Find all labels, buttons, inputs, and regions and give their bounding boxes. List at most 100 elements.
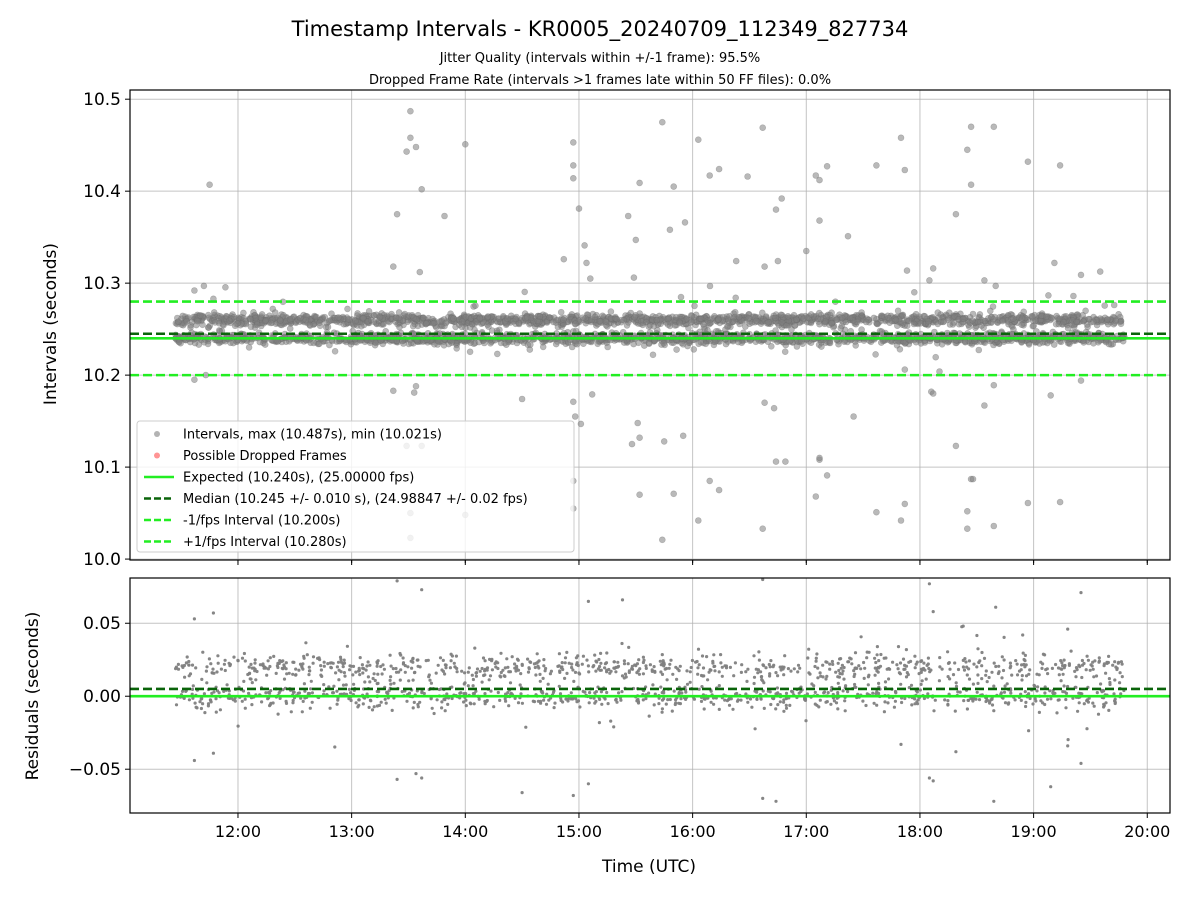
residual-point bbox=[762, 681, 766, 685]
residual-point bbox=[455, 670, 459, 674]
residual-point bbox=[557, 684, 561, 688]
residual-point bbox=[542, 698, 546, 702]
residual-point bbox=[914, 662, 918, 666]
band-point bbox=[407, 339, 415, 347]
band-point bbox=[554, 323, 562, 331]
residual-point bbox=[472, 702, 476, 706]
y-tick-label: 10.3 bbox=[83, 274, 121, 294]
residual-point bbox=[332, 684, 336, 688]
intervals-outlier-point bbox=[581, 242, 588, 249]
band-point bbox=[467, 339, 474, 347]
intervals-outlier-point bbox=[816, 454, 823, 462]
band-point bbox=[1050, 341, 1058, 348]
residual-point bbox=[926, 656, 931, 660]
residual-point bbox=[1061, 672, 1065, 676]
residual-point bbox=[781, 667, 785, 671]
intervals-outlier-point bbox=[952, 442, 960, 450]
residual-point bbox=[927, 666, 931, 671]
residual-point bbox=[774, 707, 778, 711]
residual-point bbox=[356, 705, 360, 709]
band-point bbox=[932, 353, 940, 361]
band-point bbox=[664, 315, 672, 323]
residual-point bbox=[385, 691, 389, 695]
residual-point bbox=[685, 682, 690, 686]
residual-point bbox=[956, 667, 961, 672]
residual-point bbox=[717, 670, 721, 674]
residual-point bbox=[322, 683, 326, 687]
residual-point bbox=[678, 664, 682, 668]
intervals-outlier-point bbox=[952, 210, 960, 218]
residual-point bbox=[1111, 663, 1115, 667]
band-point bbox=[462, 313, 470, 321]
residual-point bbox=[750, 705, 754, 709]
residual-point bbox=[1005, 682, 1009, 686]
band-point bbox=[653, 316, 661, 324]
residual-point bbox=[281, 667, 285, 671]
band-point bbox=[331, 347, 339, 355]
residual-point bbox=[744, 670, 748, 674]
residual-point bbox=[728, 665, 733, 670]
residual-point bbox=[399, 668, 403, 672]
residual-point bbox=[320, 674, 324, 679]
bottom-y-axis-label: Residuals (seconds) bbox=[23, 612, 43, 781]
residual-point bbox=[284, 667, 288, 671]
residual-point bbox=[1019, 668, 1023, 672]
residual-point bbox=[187, 698, 191, 702]
residual-point bbox=[873, 656, 877, 660]
residual-point bbox=[440, 706, 444, 710]
residual-point bbox=[829, 702, 833, 706]
residual-point bbox=[821, 675, 825, 679]
residuals-outlier-point bbox=[192, 617, 196, 621]
band-point bbox=[422, 320, 430, 328]
residual-point bbox=[536, 664, 540, 668]
residual-point bbox=[626, 662, 630, 666]
intervals-outlier-point bbox=[1051, 259, 1058, 267]
residual-point bbox=[363, 680, 367, 684]
residual-point bbox=[216, 661, 220, 665]
residual-point bbox=[875, 653, 879, 657]
band-point bbox=[917, 319, 924, 327]
intervals-outlier-point bbox=[910, 288, 918, 296]
residual-point bbox=[877, 681, 881, 686]
residual-point bbox=[818, 671, 822, 675]
residual-point bbox=[565, 650, 569, 655]
residual-point bbox=[839, 666, 843, 670]
residual-point bbox=[357, 669, 361, 673]
residual-point bbox=[483, 659, 487, 663]
residual-point bbox=[516, 701, 521, 705]
residual-point bbox=[453, 665, 457, 669]
residual-point bbox=[859, 667, 863, 671]
residual-point bbox=[249, 662, 253, 667]
intervals-outlier-point bbox=[393, 210, 401, 218]
residual-point bbox=[1036, 685, 1040, 689]
residual-point bbox=[866, 683, 870, 687]
residual-point bbox=[605, 651, 609, 655]
residual-point bbox=[1097, 656, 1101, 660]
residual-point bbox=[358, 656, 362, 660]
residual-point bbox=[746, 667, 750, 671]
residual-point bbox=[975, 690, 979, 694]
residual-point bbox=[422, 691, 426, 696]
residual-point bbox=[796, 663, 801, 667]
residual-point bbox=[696, 666, 700, 670]
residuals-outlier-point bbox=[211, 611, 215, 615]
residual-point bbox=[180, 664, 184, 668]
band-point bbox=[697, 315, 705, 323]
intervals-outlier-point bbox=[1077, 377, 1085, 384]
band-point bbox=[493, 350, 501, 358]
residual-point bbox=[774, 671, 778, 675]
band-point bbox=[752, 317, 760, 325]
residual-point bbox=[798, 666, 802, 670]
residual-point bbox=[501, 668, 505, 672]
band-point bbox=[691, 302, 698, 310]
band-point bbox=[521, 288, 529, 296]
residual-point bbox=[768, 665, 772, 669]
residual-point bbox=[844, 684, 848, 688]
intervals-outlier-point bbox=[670, 490, 678, 498]
residual-point bbox=[292, 690, 296, 694]
x-tick-label: 20:00 bbox=[1124, 822, 1170, 841]
intervals-outlier-point bbox=[569, 139, 577, 146]
residual-point bbox=[963, 657, 967, 661]
residual-point bbox=[812, 684, 816, 688]
intervals-outlier-point bbox=[191, 287, 198, 294]
